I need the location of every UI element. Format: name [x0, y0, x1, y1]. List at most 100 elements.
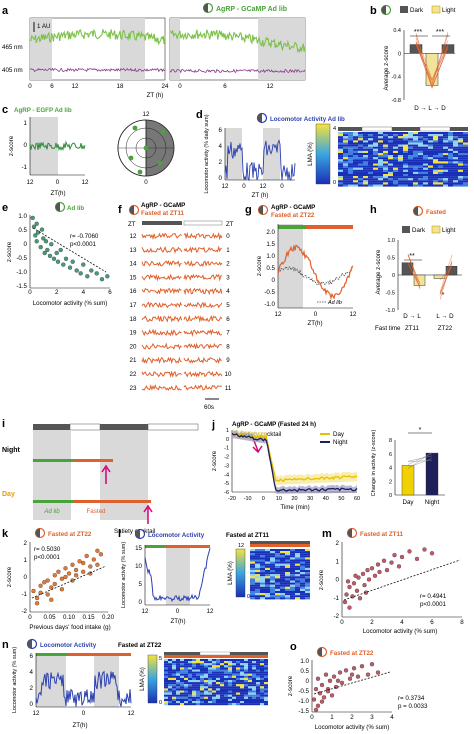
heatmap-cell: [453, 174, 458, 177]
heatmap-cell: [228, 682, 232, 685]
clock-point: [128, 155, 134, 161]
day-trace: [231, 432, 358, 483]
heatmap-cell: [443, 134, 448, 137]
legend-label: Ad lib: [327, 300, 342, 306]
tick-label: 0: [306, 678, 310, 685]
heatmap-cell: [216, 690, 220, 693]
colorbar-label: LMA (%): [139, 667, 146, 691]
heatmap-cell: [200, 684, 204, 687]
scatter-points: [30, 215, 110, 282]
row-trace: [183, 245, 223, 254]
y-tick-labels: 1.00.50-0.5-1.0: [386, 238, 395, 314]
heatmap-cell: [252, 690, 256, 693]
heatmap-cell: [418, 176, 423, 179]
tick-label: 1: [336, 558, 340, 565]
regression-line: [343, 559, 461, 601]
heatmap-cell: [196, 675, 200, 678]
heatmap-cell: [305, 584, 310, 587]
heatmap-cell: [256, 661, 260, 664]
heatmap-cell: [403, 159, 408, 162]
scatter-point: [70, 562, 75, 567]
heatmap-cell: [388, 132, 393, 135]
heatmap-cell: [290, 597, 295, 600]
heatmap-cell: [378, 178, 383, 181]
heatmap-cell: [448, 146, 453, 149]
heatmap-cell: [413, 138, 418, 141]
heatmap-cell: [200, 703, 204, 706]
heatmap-cell: [423, 150, 428, 153]
heatmap-cell: [373, 182, 378, 185]
heatmap-cell: [428, 159, 433, 162]
panel-o: o Fasted at ZT22 r= 0.3734 p = 0.0033 z-…: [287, 641, 428, 731]
heatmap-cell: [423, 161, 428, 164]
heatmap-cell: [290, 555, 295, 558]
heatmap-cell: [280, 563, 285, 566]
heatmap-cell: [240, 703, 244, 706]
heatmap-cell: [443, 161, 448, 164]
heatmap-cell: [196, 677, 200, 680]
heatmap-cell: [188, 667, 192, 670]
heatmap-cell: [232, 677, 236, 680]
row-trace: [183, 314, 223, 323]
tick-label: 0: [28, 614, 32, 621]
heatmap-cell: [358, 182, 363, 185]
panel-letter: f: [118, 204, 122, 216]
heatmap-cell: [423, 155, 428, 158]
heatmap-cell: [224, 673, 228, 676]
heatmap-cell: [418, 178, 423, 181]
heatmap-cell: [305, 591, 310, 594]
heatmap-cell: [290, 584, 295, 587]
panel-letter: k: [2, 528, 9, 540]
scatter-point: [52, 581, 57, 587]
heatmap-cell: [383, 144, 388, 147]
heatmap-cell: [168, 690, 172, 693]
heatmap-cell: [433, 169, 438, 172]
fasted-label: Fasted: [87, 508, 106, 515]
heatmap-cell: [433, 136, 438, 139]
heatmap-cell: [204, 677, 208, 680]
heatmap-cell: [343, 171, 348, 174]
heatmap-cell: [236, 701, 240, 704]
heatmap-cell: [300, 549, 305, 552]
heatmap-cell: [453, 157, 458, 160]
heatmap-cell: [343, 153, 348, 156]
heatmap-cell: [358, 163, 363, 166]
heatmap-cell: [438, 140, 443, 143]
heatmap-cell: [358, 144, 363, 147]
heatmap-cell: [368, 163, 373, 166]
scatter-point: [355, 674, 361, 679]
satiety-label: Satiety cocktail: [114, 528, 155, 535]
heatmap-cell: [164, 690, 168, 693]
tick-label: 2: [55, 289, 59, 296]
heatmap-cell: [216, 694, 220, 697]
heatmap-cell: [398, 163, 403, 166]
heatmap-cell: [408, 167, 413, 170]
heatmap-cell: [270, 553, 275, 556]
row-trace: [141, 273, 182, 282]
dark-band: [278, 224, 303, 308]
heatmap-cell: [196, 688, 200, 691]
heatmap-cell: [413, 150, 418, 153]
heatmap-cell: [285, 586, 290, 589]
heatmap-cell: [236, 677, 240, 680]
heatmap-cell: [358, 176, 363, 179]
heatmap-cell: [275, 551, 280, 554]
heatmap-cell: [408, 146, 413, 149]
heatmap-cell: [408, 142, 413, 145]
heatmap-cell: [220, 698, 224, 701]
heatmap-cell: [255, 565, 260, 568]
heatmap-cell: [373, 153, 378, 156]
heatmap-cell: [423, 182, 428, 185]
heatmap-cell: [200, 663, 204, 666]
heatmap-cell: [438, 174, 443, 177]
scatter-point: [384, 567, 390, 573]
heatmap-cell: [180, 688, 184, 691]
row-trace: [183, 301, 223, 309]
regression-line: [31, 565, 107, 599]
heatmap-cell: [398, 150, 403, 153]
heatmap-cell: [448, 148, 453, 151]
zt-label: ZT: [226, 221, 234, 228]
tick-label: 0: [226, 437, 229, 443]
heatmap-cell: [224, 701, 228, 704]
heatmap-cell: [220, 671, 224, 674]
